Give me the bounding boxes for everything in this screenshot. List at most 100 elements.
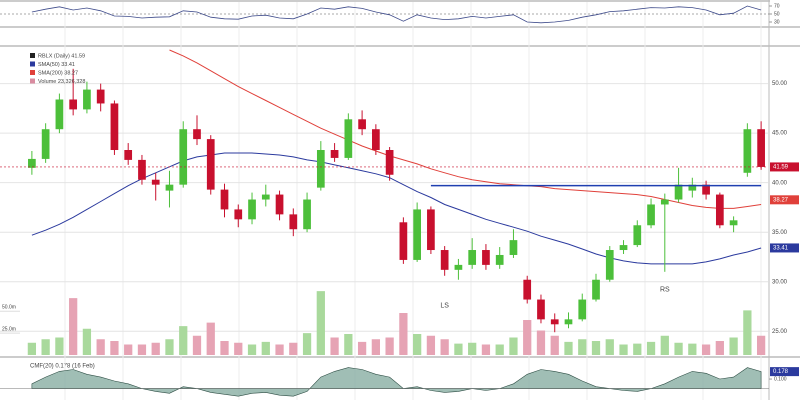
candle-body [124, 150, 133, 160]
candle-body [757, 129, 765, 167]
volume-bar [110, 341, 119, 355]
price-tag-label: 38.27 [773, 197, 789, 203]
candle-body [399, 222, 408, 260]
volume-bar [179, 326, 188, 355]
legend-swatch [30, 78, 35, 84]
legend-swatch [30, 53, 35, 58]
volume-bar [385, 337, 394, 355]
volume-bar [605, 339, 614, 355]
volume-bar [481, 344, 491, 355]
candle-body [468, 250, 477, 265]
volume-bar [69, 298, 78, 355]
volume-bar [646, 341, 656, 355]
y-tick-label: 30.00 [772, 279, 788, 285]
volume-bar [550, 335, 559, 355]
candle-body [151, 179, 160, 185]
candle-body [605, 250, 614, 280]
volume-bar [426, 335, 436, 355]
y-tick-label: 40.00 [772, 180, 788, 186]
sma-line [31, 152, 762, 265]
candle-body [220, 189, 229, 210]
candle-body [261, 194, 270, 200]
volume-bar [261, 341, 270, 355]
volume-bar [27, 342, 37, 355]
y-tick-label: 50.00 [772, 81, 788, 87]
volume-bar [454, 343, 463, 355]
volume-bar [220, 341, 229, 355]
volume-bar [41, 339, 50, 355]
candle-body [454, 264, 463, 270]
candle-body [234, 209, 243, 220]
volume-tick-label: 25.0m [2, 326, 16, 332]
volume-bar [578, 339, 587, 355]
candle-body [69, 99, 78, 110]
y-tick-label: 45.00 [772, 131, 788, 137]
volume-bar [316, 291, 325, 355]
volume-bar [701, 344, 711, 355]
cmf-tag [770, 367, 799, 377]
candle-body [688, 184, 697, 191]
volume-bar [289, 342, 298, 355]
price-tag [770, 195, 799, 205]
candle-body [248, 199, 256, 220]
candle-body [385, 150, 394, 175]
volume-bar [660, 335, 669, 355]
volume-bar [371, 339, 380, 355]
volume-bar [509, 337, 518, 355]
volume-bar [743, 310, 752, 355]
volume-bar [399, 313, 408, 355]
volume-tick-label: 50.0m [2, 305, 16, 311]
volume-bar [495, 344, 504, 355]
volume-bar [151, 342, 160, 355]
candle-body [289, 214, 298, 230]
volume-bar [619, 344, 628, 355]
candle-body [193, 129, 201, 140]
candle-body [495, 254, 504, 265]
legend-label: SMA(50) 33.41 [38, 62, 75, 68]
candle-body [592, 279, 600, 300]
candle-body [165, 184, 174, 191]
candle-body [275, 194, 284, 215]
legend-label: RBLX (Daily) 41.59 [38, 53, 85, 59]
volume-bar [523, 320, 532, 355]
volume-bar [302, 333, 312, 355]
candle-body [110, 103, 119, 151]
candle-body [138, 159, 146, 180]
volume-bar [124, 344, 133, 355]
candle-body [206, 139, 215, 190]
volume-bar [633, 343, 642, 355]
volume-bar [192, 335, 202, 355]
volume-bar [234, 342, 243, 355]
cmf-tag-label: 0.178 [773, 369, 789, 375]
cmf-title: CMF(20) 0.178 (16 Feb) [30, 364, 95, 370]
legend-swatch [30, 61, 35, 67]
candle-body [743, 129, 752, 173]
volume-bar [715, 341, 724, 355]
volume-bar [468, 342, 477, 355]
candle-body [633, 225, 642, 246]
candle-body [647, 204, 655, 226]
candle-body [702, 184, 710, 195]
candle-body [674, 184, 683, 200]
candle-body [358, 119, 366, 130]
candle-body [440, 250, 449, 270]
candle-body [564, 319, 573, 325]
sma-line [169, 49, 762, 209]
cmf-tick-label: 0.100 [774, 376, 787, 382]
candle-body [413, 209, 421, 260]
candle-body [83, 89, 91, 110]
candle-body [619, 245, 628, 251]
candle-body [28, 158, 36, 168]
volume-bar [55, 337, 64, 355]
volume-bar [137, 344, 147, 355]
volume-bar [688, 343, 697, 355]
candle-body [550, 319, 559, 325]
candle-body [537, 299, 545, 320]
price-tag [770, 162, 799, 172]
annotation: RS [660, 286, 670, 293]
rsi-tick-label: 70 [774, 3, 780, 9]
volume-bar [247, 344, 257, 355]
candle-body [344, 119, 353, 158]
